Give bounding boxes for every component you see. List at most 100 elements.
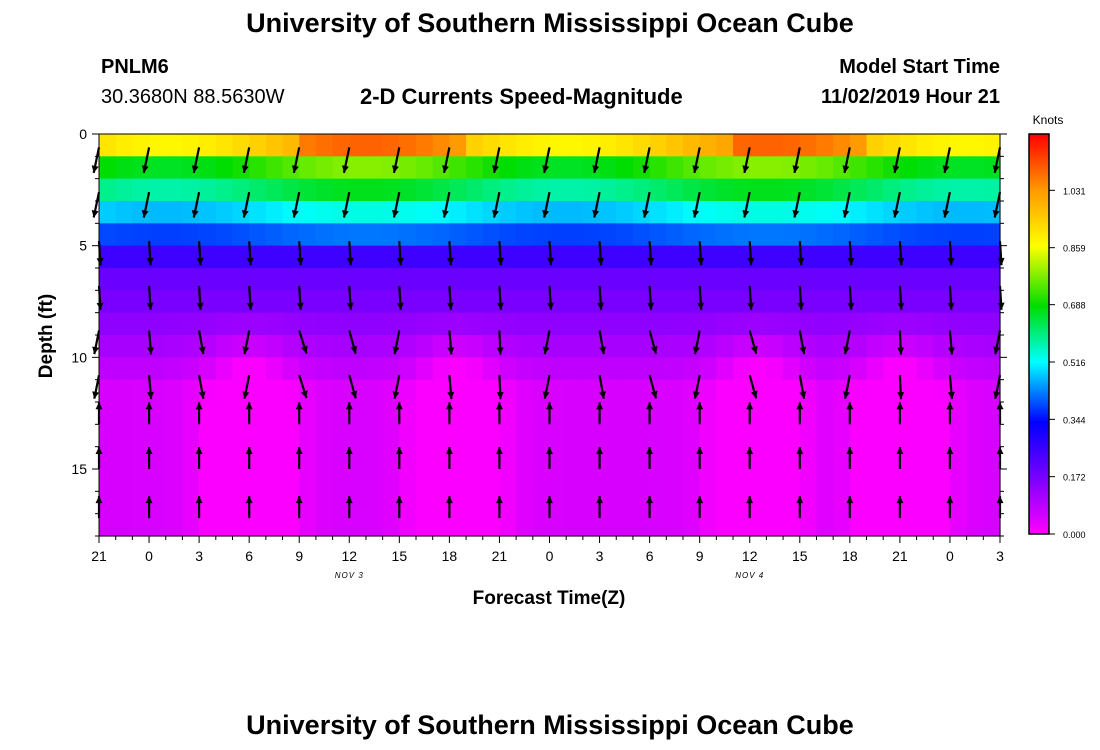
heatmap-cell	[432, 379, 450, 403]
heatmap-cell	[115, 357, 133, 381]
heatmap-cell	[349, 178, 367, 202]
heatmap-cell	[365, 156, 384, 180]
heatmap-cell	[132, 424, 150, 448]
heatmap-cell	[666, 178, 684, 202]
heatmap-cell	[532, 268, 551, 291]
heatmap-cell	[282, 335, 300, 358]
heatmap-cell	[549, 357, 567, 381]
heatmap-cell	[282, 312, 300, 336]
current-arrow-head	[542, 346, 550, 355]
heatmap-cell	[182, 134, 200, 157]
current-arrow-head	[697, 302, 705, 310]
heatmap-cell	[265, 268, 284, 291]
heatmap-cell	[265, 156, 284, 180]
current-arrow-head	[947, 347, 955, 355]
heatmap-cell	[866, 402, 884, 425]
x-tick-label: 9	[696, 548, 704, 564]
heatmap-cell	[599, 134, 617, 157]
heatmap-cell	[349, 201, 367, 224]
current-arrow-head	[296, 257, 304, 266]
heatmap-cell	[365, 513, 384, 537]
heatmap-cell	[349, 268, 367, 291]
heatmap-cell	[99, 424, 117, 448]
current-arrow-head	[797, 302, 805, 310]
heatmap-cell	[566, 491, 584, 515]
heatmap-cell	[916, 178, 934, 202]
heatmap-cell	[299, 268, 317, 291]
heatmap-cell	[816, 201, 834, 224]
heatmap-cell	[466, 156, 484, 180]
current-arrow-head	[992, 210, 1000, 218]
heatmap-cell	[315, 156, 334, 180]
heatmap-cell	[866, 178, 884, 202]
heatmap-cell	[599, 245, 617, 269]
heatmap-cell	[466, 245, 484, 269]
heatmap-cell	[399, 134, 417, 157]
heatmap-cell	[532, 402, 551, 425]
colorbar-unit: Knots	[1033, 113, 1064, 127]
heatmap-cell	[849, 424, 868, 448]
current-arrow-head	[301, 390, 308, 399]
heatmap-cell	[866, 513, 884, 537]
heatmap-cell	[199, 446, 217, 470]
heatmap-cell	[582, 513, 601, 537]
heatmap-cell	[115, 379, 133, 403]
heatmap-cell	[315, 446, 334, 470]
current-arrow-head	[396, 257, 404, 266]
heatmap-cell	[883, 134, 901, 157]
heatmap-cell	[783, 491, 801, 515]
heatmap-cell	[482, 446, 501, 470]
heatmap-cell	[799, 178, 818, 202]
x-tick-label: 18	[442, 548, 458, 564]
heatmap-cell	[616, 446, 634, 470]
heatmap-cell	[399, 156, 417, 180]
heatmap-cell	[499, 290, 517, 314]
heatmap-cell	[249, 513, 267, 537]
heatmap-cell	[649, 268, 667, 291]
heatmap-cell	[466, 134, 484, 157]
heatmap-cell	[649, 424, 667, 448]
heatmap-cell	[883, 402, 901, 425]
heatmap-cell	[365, 379, 384, 403]
heatmap-cell	[849, 469, 868, 492]
heatmap-cell	[499, 357, 517, 381]
heatmap-cell	[816, 268, 834, 291]
heatmap-cell	[766, 335, 784, 358]
heatmap-cell	[799, 446, 818, 470]
heatmap-cell	[315, 513, 334, 537]
heatmap-cell	[983, 290, 1001, 314]
heatmap-cell	[199, 178, 217, 202]
heatmap-cell	[315, 268, 334, 291]
heatmap-cell	[249, 201, 267, 224]
heatmap-cell	[532, 245, 551, 269]
heatmap-cell	[966, 491, 984, 515]
heatmap-cell	[582, 178, 601, 202]
heatmap-cell	[215, 156, 234, 180]
heatmap-cell	[632, 424, 651, 448]
heatmap-cell	[199, 513, 217, 537]
heatmap-cell	[215, 178, 234, 202]
heatmap-cell	[399, 290, 417, 314]
heatmap-cell	[182, 402, 200, 425]
current-arrow-head	[942, 165, 950, 173]
heatmap-cell	[399, 424, 417, 448]
heatmap-cell	[282, 379, 300, 403]
heatmap-cell	[833, 469, 851, 492]
y-tick-label: 0	[79, 126, 87, 142]
heatmap-cell	[315, 245, 334, 269]
heatmap-cell	[616, 268, 634, 291]
heatmap-cell	[816, 335, 834, 358]
heatmap-cell	[432, 290, 450, 314]
heatmap-cell	[432, 491, 450, 515]
heatmap-cell	[382, 446, 400, 470]
current-arrow-head	[497, 257, 504, 266]
heatmap-cell	[916, 469, 934, 492]
heatmap-cell	[649, 491, 667, 515]
heatmap-cell	[416, 335, 434, 358]
heatmap-cell	[749, 290, 768, 314]
heatmap-cell	[666, 424, 684, 448]
heatmap-cell	[966, 402, 984, 425]
heatmap-cell	[382, 290, 400, 314]
heatmap-cell	[399, 469, 417, 492]
heatmap-cell	[299, 446, 317, 470]
